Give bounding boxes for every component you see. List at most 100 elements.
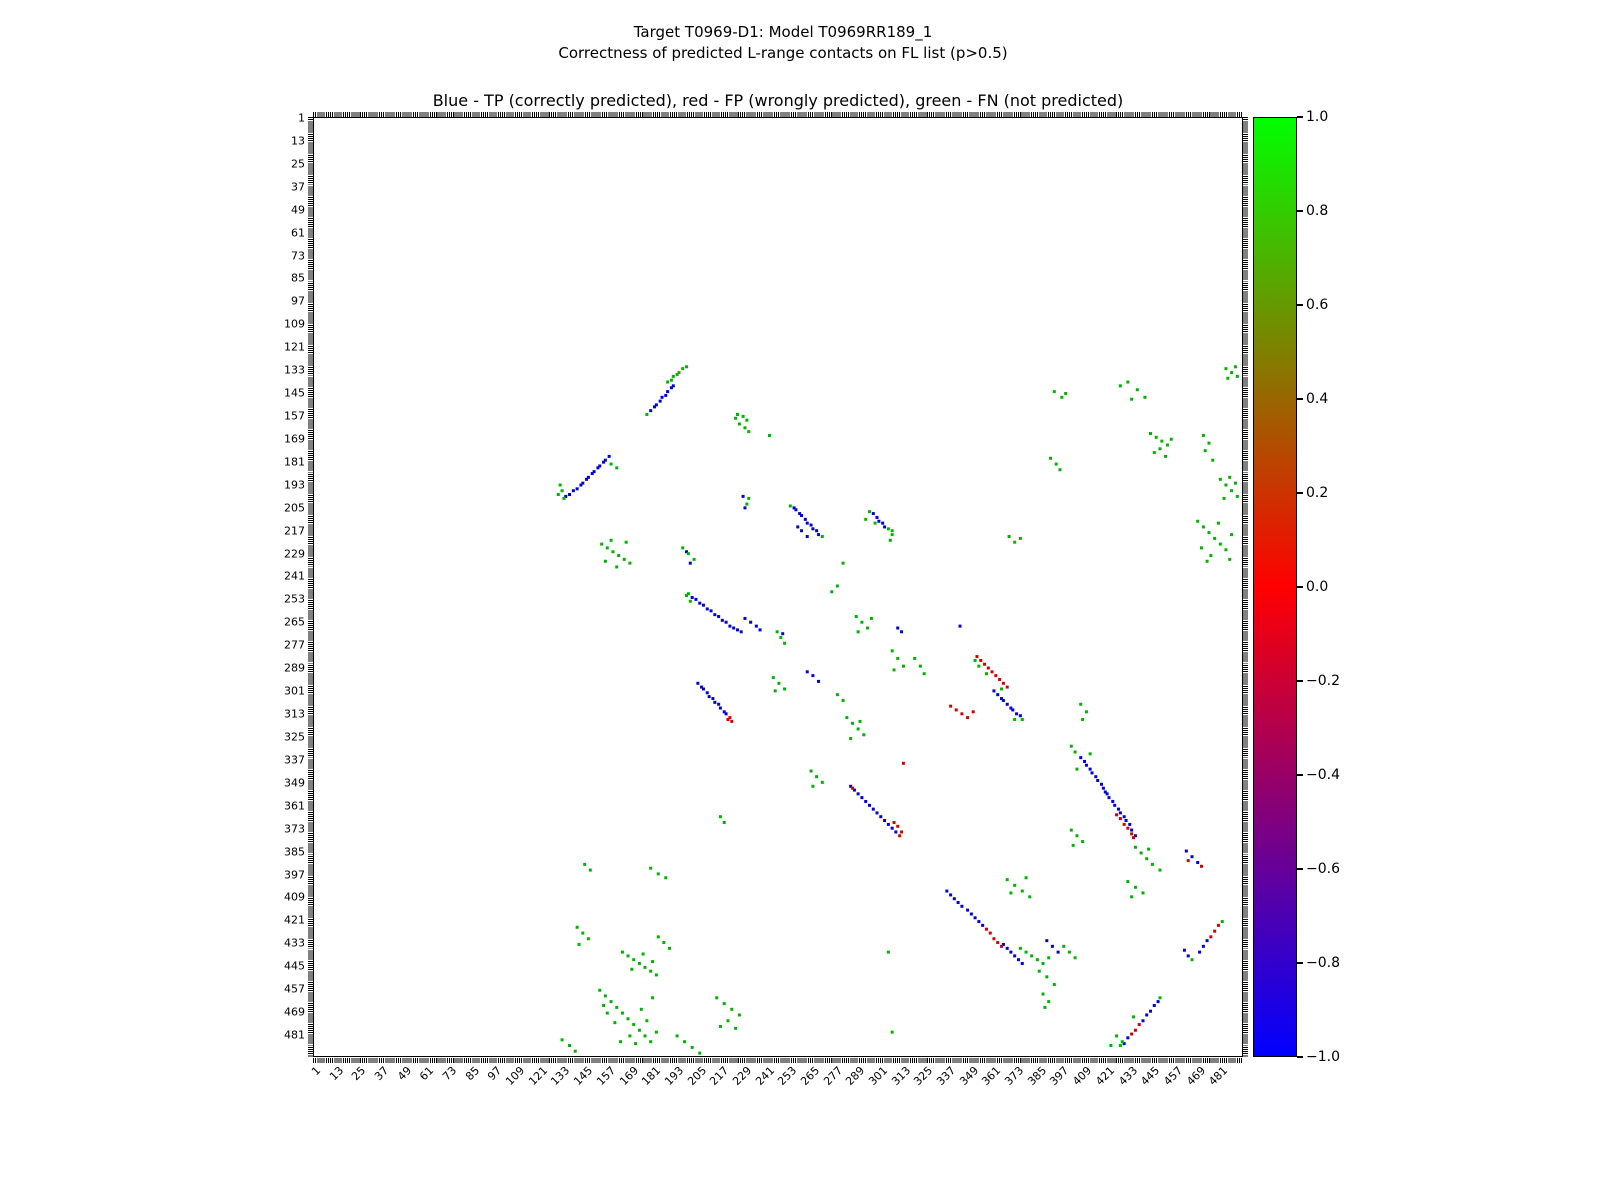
x-tick-label: 409 [1070,1064,1095,1089]
data-point-TP [1083,759,1087,763]
data-point-FP [949,704,953,708]
data-point-TP [1190,855,1194,859]
data-point-TP [575,487,579,491]
x-tick-label: 337 [934,1064,959,1089]
y-tick-label: 1 [298,111,305,125]
data-point-FN [888,538,892,542]
data-point-FN [1115,1034,1119,1038]
axes-title: Blue - TP (correctly predicted), red - F… [432,91,1124,110]
data-point-FN [1165,443,1169,447]
data-point-FP [983,662,987,666]
data-point-TP [1000,697,1004,701]
data-point-FN [835,584,839,588]
data-point-TP [701,603,705,607]
data-point-TP [868,803,871,807]
data-point-TP [1103,790,1107,794]
data-point-FP [996,941,1000,945]
data-point-TP [664,393,668,397]
data-point-TP [900,630,904,634]
y-tick-label: 253 [284,592,305,606]
data-point-FN [743,426,747,430]
y-tick-label: 193 [284,478,305,492]
data-point-TP [713,700,717,704]
data-point-FN [643,1034,647,1038]
data-point-FN [1118,384,1122,388]
y-tick-label: 481 [284,1028,305,1042]
y-tick-label: 469 [284,1005,305,1019]
data-point-FN [692,557,696,561]
data-point-FP [966,716,970,720]
data-point-FN [666,380,670,384]
data-point-FP [1001,681,1005,685]
data-point-FN [626,954,630,958]
data-point-FN [609,538,613,542]
data-point-FP [994,674,998,678]
data-point-FN [1058,468,1062,472]
colorbar-tick [1297,680,1303,682]
data-point-FN [1018,946,1022,950]
data-point-FN [588,868,592,872]
data-point-TP [890,826,894,830]
data-point-TP [956,901,960,905]
data-point-FN [624,540,628,544]
data-point-FN [862,733,866,737]
data-point-FN [1009,891,1013,895]
data-point-FP [979,658,983,662]
data-point-FN [649,1040,653,1044]
data-point-FN [886,527,890,531]
data-point-TP [1101,786,1105,790]
data-point-TP [896,626,900,630]
data-point-FN [609,462,613,466]
data-point-TP [949,893,953,897]
data-point-FP [1130,832,1134,836]
data-point-TP [886,822,890,826]
data-point-TP [1198,950,1202,954]
data-point-FN [634,1042,638,1046]
data-point-TP [1107,796,1111,800]
data-point-FN [577,942,581,946]
data-point-FN [560,1038,564,1042]
data-point-TP [992,689,996,693]
data-point-FP [898,834,902,838]
data-point-FN [1075,767,1079,771]
data-point-TP [805,535,809,539]
data-point-FN [683,1040,687,1044]
data-point-FN [1169,437,1173,441]
data-point-FN [639,1007,643,1011]
data-point-TP [694,597,698,601]
y-tick-label: 337 [284,753,305,767]
data-point-FN [645,1019,649,1023]
data-point-TP [1145,1013,1149,1017]
data-point-FN [675,372,679,376]
data-point-FN [809,769,813,773]
data-point-FP [984,927,988,931]
y-tick-label: 265 [284,615,305,629]
data-point-FN [1007,535,1011,539]
x-tick-label: 169 [616,1064,641,1089]
data-point-FN [845,716,849,720]
data-point-FN [677,371,681,375]
data-point-FN [1141,891,1145,895]
data-point-FN [864,517,868,521]
data-point-FN [734,416,738,420]
data-point-TP [871,807,875,811]
data-point-FN [681,546,685,550]
x-tick-label: 469 [1183,1064,1208,1089]
data-point-FN [1135,388,1139,392]
data-point-TP [1096,778,1100,782]
data-point-TP [732,626,736,630]
data-point-FN [1228,475,1232,479]
data-point-FN [1028,895,1032,899]
x-tick-label: 325 [911,1064,936,1089]
data-point-FN [686,592,690,596]
data-point-FN [779,635,783,639]
data-point-FN [856,727,860,731]
data-point-FN [1226,376,1230,380]
data-point-FN [573,1049,577,1053]
data-point-TP [1011,708,1015,712]
data-point-FN [1079,702,1083,706]
data-point-TP [735,628,739,632]
x-tick-label: 253 [775,1064,800,1089]
data-point-TP [1005,946,1009,950]
y-tick-label: 205 [284,501,305,515]
